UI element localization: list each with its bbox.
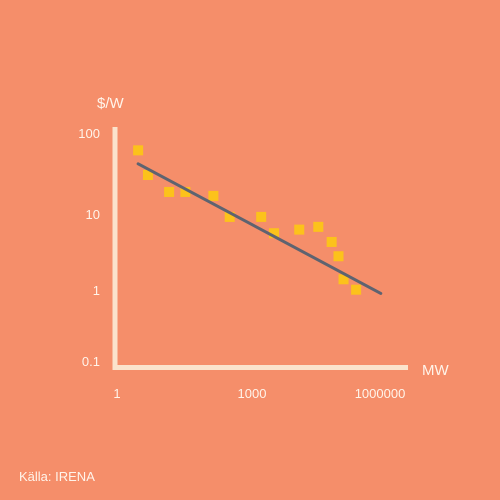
x-tick-label-1000: 1000 <box>238 386 267 401</box>
data-point-4 <box>180 186 191 197</box>
trend-line <box>136 162 383 295</box>
data-point-11 <box>326 236 337 247</box>
data-point-9 <box>294 224 305 235</box>
y-tick-label-0.1: 0.1 <box>82 354 100 369</box>
data-point-13 <box>338 274 349 285</box>
data-point-2 <box>142 170 153 181</box>
data-point-3 <box>164 186 175 197</box>
y-tick-label-100: 100 <box>78 126 100 141</box>
x-axis-title: MW <box>422 362 449 379</box>
data-point-8 <box>269 228 280 239</box>
y-tick-label-10: 10 <box>86 207 100 222</box>
plot-area <box>133 145 383 295</box>
y-tick-label-1: 1 <box>93 283 100 298</box>
data-point-1 <box>133 145 144 156</box>
source-label: Källa: IRENA <box>19 469 95 484</box>
y-axis-title: $/W <box>97 95 125 112</box>
data-point-14 <box>351 284 362 295</box>
data-point-10 <box>313 221 324 232</box>
data-point-5 <box>208 190 219 201</box>
x-tick-label-1: 1 <box>113 386 120 401</box>
data-point-7 <box>256 211 267 222</box>
data-point-12 <box>333 251 344 262</box>
data-point-6 <box>224 211 235 222</box>
x-tick-label-1000000: 1000000 <box>355 386 406 401</box>
